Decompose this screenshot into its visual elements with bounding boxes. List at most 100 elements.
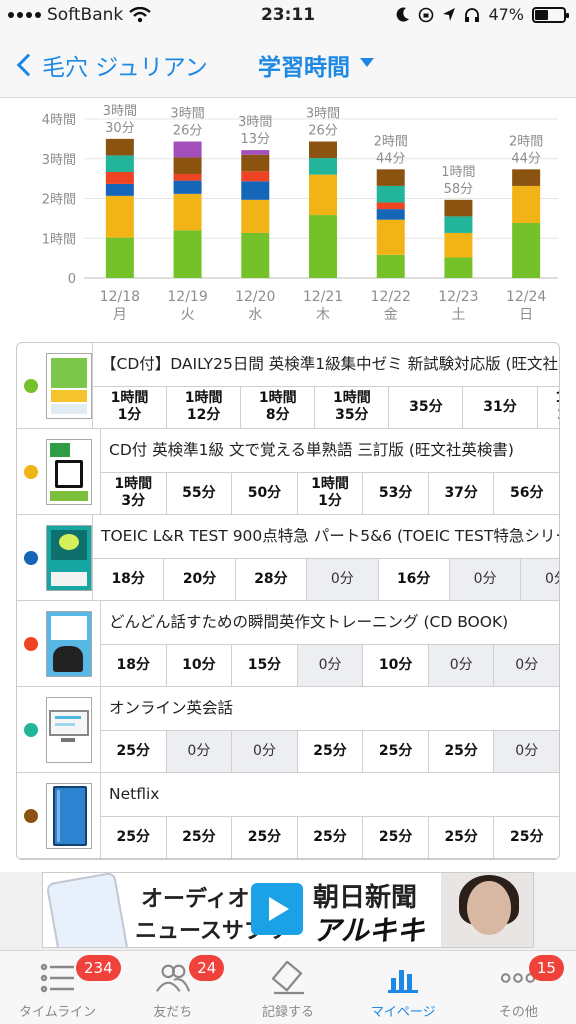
material-row[interactable]: TOEIC L&R TEST 900点特急 パート5&6 (TOEIC TEST…: [17, 515, 559, 601]
ad-banner[interactable]: オーディオ ニュースサプリ 朝日新聞 アルキキ: [42, 872, 534, 948]
time-text: 25分: [313, 828, 347, 845]
tab-label: その他: [498, 1005, 538, 1020]
time-text: 0分: [318, 656, 342, 673]
time-cell-value: 0分: [253, 743, 276, 760]
time-cell: 15分: [231, 644, 297, 686]
time-text: 55分: [182, 484, 216, 501]
time-cell-value: 55分: [182, 485, 215, 502]
material-row[interactable]: Netflix 25分 25分 25分 25分 25分 25分 25分: [17, 773, 559, 859]
bar-segment: [444, 216, 473, 233]
bar-segment: [512, 169, 541, 186]
signal-icon: [8, 12, 41, 18]
bar-segment: [241, 171, 270, 182]
time-text: 1時間: [110, 390, 149, 407]
time-text: 0分: [330, 570, 354, 587]
time-cell: 0分: [493, 644, 559, 686]
time-cell-value: 0分: [515, 657, 538, 674]
time-cell-value: 37分: [444, 485, 477, 502]
time-text: 1時間: [114, 476, 153, 493]
time-text: 0分: [544, 570, 559, 587]
x-tick-date: 12/22: [371, 289, 411, 305]
ad-line1: オーディオ: [141, 887, 250, 912]
ad-brand2: アルキキ: [313, 914, 425, 947]
time-cell: 25分: [165, 816, 232, 858]
ad-person-photo: [441, 873, 533, 947]
time-text: 1時間: [332, 390, 371, 407]
time-cell-value: 25分: [117, 829, 150, 846]
time-text: 35分: [409, 398, 443, 415]
time-cell: 1時間 1分: [93, 387, 166, 429]
bar-segment: [376, 202, 405, 210]
time-text: 1分: [117, 407, 142, 424]
time-cell: 1時間 8分: [240, 386, 314, 428]
material-body: オンライン英会話 25分 0分 0分 25分 25分 25分 0分: [101, 687, 559, 772]
tab-label: 友だち: [153, 1005, 193, 1020]
material-row[interactable]: どんどん話すための瞬間英作文トレーニング (CD BOOK) 18分 10分 15分 0…: [17, 601, 559, 687]
material-row[interactable]: CD付 英検準1級 文で覚える単熟語 三訂版 (旺文社英検書) 1時間 3分 55分 5…: [17, 429, 559, 515]
tab-label: マイページ: [370, 1005, 436, 1020]
book-cover-tanjukugo: [46, 438, 92, 505]
x-tick-weekday: 金: [384, 307, 398, 323]
bar-segment: [173, 193, 202, 231]
tab-friends[interactable]: 友だち 24: [115, 951, 230, 1024]
bar-total-minutes: 30分: [105, 121, 135, 136]
time-text: 0分: [449, 656, 473, 673]
time-cell: 35分: [388, 386, 462, 428]
material-title: 【CD付】DAILY25日間 英検準1級集中ゼミ 新試験対応版 (旺文社英検書): [101, 355, 560, 373]
navigation-bar: 毛穴 ジュリアン 学習時間: [0, 34, 576, 98]
material-row[interactable]: 【CD付】DAILY25日間 英検準1級集中ゼミ 新試験対応版 (旺文社英検書)…: [17, 343, 559, 429]
bar-total-hours: 2時間: [374, 134, 408, 149]
time-cell-value: 15分: [248, 657, 281, 674]
time-cell: 0分: [165, 730, 232, 772]
play-logo-icon: [251, 883, 303, 935]
tab-timeline[interactable]: タイムライン 234: [0, 951, 121, 1024]
tab-mypage[interactable]: マイページ: [346, 951, 461, 1024]
tab-record[interactable]: 記録する: [230, 951, 345, 1024]
time-cell: 25分: [296, 730, 363, 772]
time-cell: 0分: [520, 558, 559, 600]
monitor-icon: [46, 696, 92, 763]
bar-segment: [444, 232, 473, 258]
series-color-dot: [24, 808, 38, 823]
page-title: 学習時間: [258, 55, 350, 81]
bar-segment: [105, 195, 134, 238]
time-cell-value: 25分: [379, 743, 412, 760]
material-body: Netflix 25分 25分 25分 25分 25分 25分 25分: [101, 773, 559, 858]
material-row[interactable]: オンライン英会話 25分 0分 0分 25分 25分 25分 0分: [17, 687, 559, 773]
period-selector[interactable]: 学習時間: [258, 48, 374, 82]
time-text: 20分: [182, 570, 217, 587]
time-cell-value: 35分: [409, 399, 442, 416]
tab-more[interactable]: その他 15: [461, 951, 576, 1024]
notification-badge: 15: [528, 955, 564, 981]
daily-times: 25分 0分 0分 25分 25分 25分 0分: [101, 729, 559, 772]
time-text: 10分: [378, 656, 413, 673]
series-color-dot: [24, 378, 38, 393]
back-button[interactable]: 毛穴 ジュリアン: [12, 48, 208, 82]
time-cell-value: 50分: [248, 485, 281, 502]
time-cell: 1時間 3分: [101, 473, 166, 515]
time-cell-value: 25分: [510, 829, 543, 846]
time-cell-value: 1時間 8分: [259, 390, 297, 424]
x-tick-date: 12/23: [438, 289, 478, 305]
bar-segment: [105, 138, 134, 156]
bar-segment: [376, 209, 405, 220]
bar-segment: [512, 223, 541, 278]
status-left: SoftBank: [8, 5, 151, 25]
daily-times: 25分 25分 25分 25分 25分 25分 25分: [101, 815, 559, 858]
time-cell-value: 10分: [379, 657, 412, 674]
bar-segment: [309, 158, 337, 175]
bar-total-minutes: 13分: [241, 132, 271, 147]
time-cell: 1時間 1分: [296, 472, 363, 514]
daily-times: 18分 20分 28分 0分 16分 0分 0分: [93, 557, 559, 600]
time-cell: 18分: [101, 645, 166, 687]
time-cell-value: 1時間 35分: [333, 390, 371, 424]
series-color-dot: [24, 464, 38, 479]
time-cell: 16分: [377, 558, 449, 600]
material-body: どんどん話すための瞬間英作文トレーニング (CD BOOK) 18分 10分 15分 0…: [101, 601, 559, 686]
book-icon: [46, 782, 92, 849]
bar-segment: [444, 199, 473, 217]
bar-total-hours: 3時間: [103, 104, 137, 119]
material-info: [17, 601, 101, 686]
time-cell-value: 25分: [313, 743, 346, 760]
bar-total-hours: 2時間: [509, 134, 543, 149]
